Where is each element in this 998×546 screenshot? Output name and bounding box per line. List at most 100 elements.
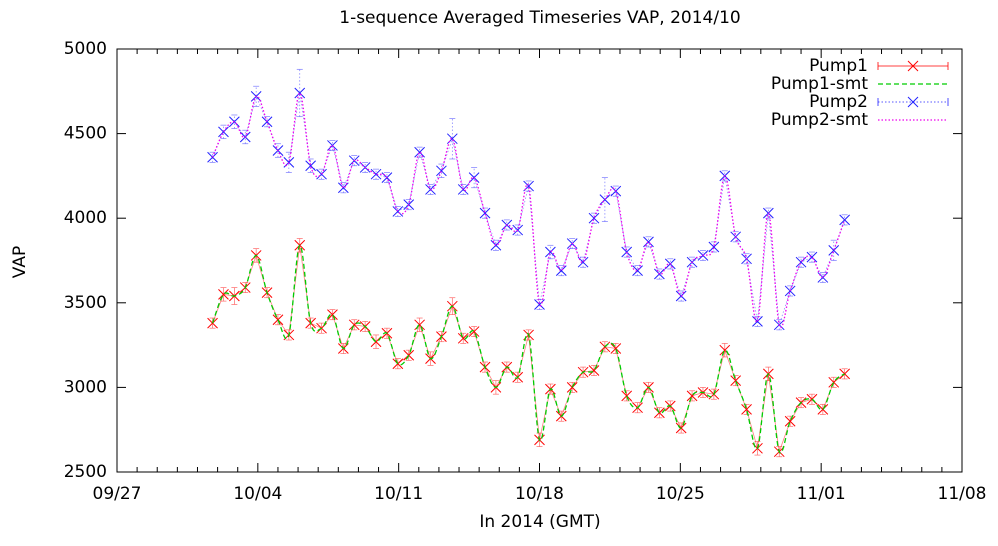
y-axis-label: VAP: [10, 246, 30, 278]
marker-stroke: [708, 241, 720, 253]
legend-label: Pump1: [809, 56, 868, 76]
point-marker: [555, 410, 567, 422]
error-bar: [808, 251, 815, 263]
marker-stroke: [632, 402, 643, 414]
point-marker: [218, 288, 229, 300]
marker-stroke: [610, 343, 622, 354]
y-tick-label: 4500: [64, 124, 107, 144]
marker-stroke: [555, 410, 567, 422]
point-marker: [294, 87, 306, 99]
error-bar: [536, 299, 543, 310]
error-bar: [209, 151, 216, 163]
error-bar: [819, 271, 826, 283]
marker-stroke: [752, 442, 763, 454]
error-bar: [460, 184, 467, 195]
point-marker: [741, 253, 752, 265]
marker-stroke: [817, 272, 829, 283]
error-bar: [580, 256, 587, 268]
marker-stroke: [425, 184, 436, 195]
error-bar: [634, 265, 641, 277]
error-bar: [525, 180, 532, 192]
point-marker: [621, 390, 633, 402]
chart-title: 1-sequence Averaged Timeseries VAP, 2014…: [339, 8, 740, 28]
error-bar: [471, 167, 478, 189]
error-bar: [416, 146, 423, 158]
point-marker: [370, 168, 382, 180]
point-marker: [643, 236, 654, 248]
point-marker: [686, 256, 698, 268]
point-marker: [719, 170, 731, 182]
error-bar: [296, 68, 303, 118]
point-marker: [654, 268, 665, 280]
x-tick-label: 10/11: [374, 484, 423, 504]
legend-marker: [907, 96, 919, 108]
marker-stroke: [316, 168, 327, 180]
point-marker: [457, 332, 469, 344]
marker-stroke: [907, 60, 919, 72]
error-bar: [743, 253, 750, 265]
marker-stroke: [501, 219, 513, 231]
point-marker: [414, 146, 425, 158]
marker-stroke: [218, 126, 229, 138]
marker-stroke: [719, 170, 731, 182]
point-marker: [327, 309, 338, 320]
point-marker: [632, 402, 643, 414]
point-marker: [664, 258, 676, 270]
marker-stroke: [643, 236, 654, 248]
error-bar: [362, 162, 369, 173]
marker-stroke: [621, 390, 633, 402]
marker-stroke: [348, 155, 360, 167]
error-bar: [569, 238, 576, 250]
error-bar: [231, 114, 238, 129]
marker-stroke: [664, 258, 676, 270]
point-marker: [566, 382, 578, 393]
error-bar: [394, 206, 401, 217]
marker-stroke: [370, 168, 382, 180]
error-bar: [253, 85, 260, 107]
error-bar: [492, 239, 499, 251]
error-bar: [558, 265, 565, 277]
marker-stroke: [272, 314, 284, 326]
error-bar: [514, 224, 521, 236]
error-bar: [678, 290, 685, 302]
point-marker: [806, 251, 818, 263]
error-bar: [765, 207, 772, 219]
error-bar: [830, 239, 837, 261]
marker-stroke: [708, 388, 720, 400]
point-marker: [425, 184, 436, 195]
marker-stroke: [654, 268, 665, 280]
legend-marker: [907, 60, 919, 72]
error-bar: [503, 219, 510, 231]
error-bar: [590, 212, 597, 224]
error-bar: [754, 315, 761, 327]
error-bar: [329, 140, 336, 151]
marker-stroke: [468, 172, 480, 183]
legend-label: Pump2-smt: [771, 110, 868, 130]
marker-stroke: [610, 185, 622, 197]
legend-label: Pump1-smt: [771, 74, 868, 94]
error-bar: [798, 256, 805, 268]
error-bar: [841, 214, 848, 226]
marker-stroke: [741, 253, 752, 265]
smooth-line: [211, 244, 846, 454]
smooth-line: [211, 92, 846, 329]
error-bar: [449, 118, 456, 160]
error-bar: [776, 319, 783, 331]
error-bar: [307, 158, 314, 173]
marker-stroke: [545, 246, 556, 258]
y-tick-label: 2500: [64, 462, 107, 482]
point-marker: [708, 388, 720, 400]
y-tick-label: 5000: [64, 39, 107, 59]
point-marker: [272, 314, 284, 326]
marker-stroke: [457, 332, 469, 344]
marker-stroke: [686, 256, 698, 268]
point-marker: [468, 172, 480, 183]
marker-stroke: [566, 238, 578, 249]
x-tick-label: 10/25: [656, 484, 705, 504]
error-bar: [689, 256, 696, 268]
point-marker: [501, 219, 513, 231]
error-bar: [732, 231, 739, 243]
error-bar: [623, 246, 630, 258]
